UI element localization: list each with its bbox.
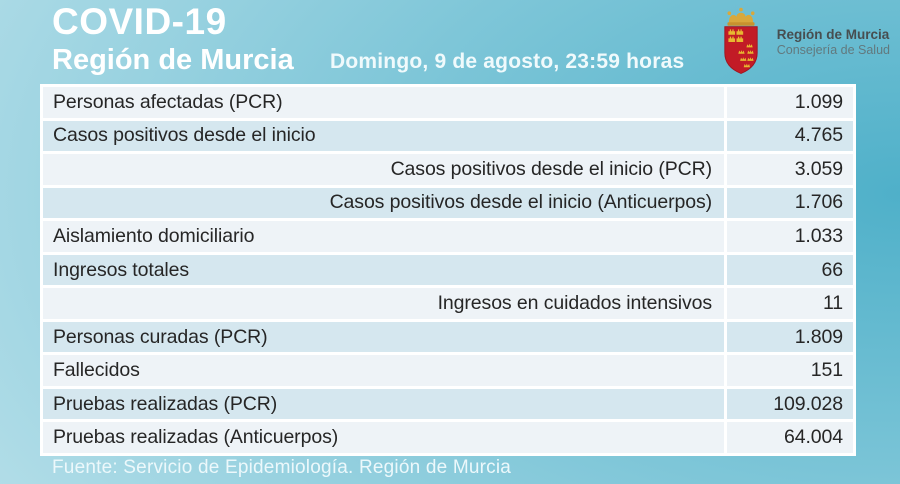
- row-label: Casos positivos desde el inicio (Anticue…: [43, 187, 724, 219]
- row-label: Aislamiento domiciliario: [43, 221, 724, 252]
- row-value: 66: [727, 254, 853, 286]
- row-label: Personas curadas (PCR): [43, 321, 724, 353]
- table-row: Casos positivos desde el inicio 4.765: [43, 120, 853, 152]
- page-title: COVID-19: [52, 1, 227, 42]
- table-row: Fallecidos 151: [43, 355, 853, 386]
- table-row: Casos positivos desde el inicio (Anticue…: [43, 187, 853, 219]
- logo-dept-name: Consejería de Salud: [776, 42, 890, 57]
- row-value: 1.033: [727, 221, 853, 252]
- row-label: Ingresos en cuidados intensivos: [43, 288, 724, 319]
- row-label: Pruebas realizadas (Anticuerpos): [43, 422, 724, 454]
- row-value: 1.809: [727, 321, 853, 353]
- row-label: Pruebas realizadas (PCR): [43, 388, 724, 420]
- source-note: Fuente: Servicio de Epidemiología. Regió…: [52, 457, 512, 478]
- page-subtitle: Región de Murcia: [52, 44, 294, 76]
- row-value: 1.706: [727, 187, 853, 219]
- report-date: Domingo, 9 de agosto, 23:59 horas: [330, 50, 685, 73]
- table-row: Ingresos totales 66: [43, 254, 853, 286]
- row-value: 151: [727, 355, 853, 386]
- row-value: 11: [727, 288, 853, 319]
- row-value: 1.099: [727, 87, 853, 118]
- title-block: COVID-19 Región de Murcia: [52, 0, 294, 77]
- row-label: Ingresos totales: [43, 254, 724, 286]
- table-row: Pruebas realizadas (Anticuerpos) 64.004: [43, 422, 853, 454]
- logo-org-name: Región de Murcia: [776, 26, 890, 42]
- row-label: Casos positivos desde el inicio (PCR): [43, 154, 724, 185]
- row-value: 3.059: [727, 154, 853, 185]
- row-label: Personas afectadas (PCR): [43, 87, 724, 118]
- murcia-logo: Región de Murcia Consejería de Salud: [714, 6, 890, 78]
- table-row: Personas curadas (PCR) 1.809: [43, 321, 853, 353]
- row-label: Casos positivos desde el inicio: [43, 120, 724, 152]
- logo-text: Región de Murcia Consejería de Salud: [777, 27, 890, 58]
- table-row: Aislamiento domiciliario 1.033: [43, 221, 853, 252]
- row-value: 64.004: [727, 422, 853, 454]
- table-row: Personas afectadas (PCR) 1.099: [43, 87, 853, 118]
- row-label: Fallecidos: [43, 355, 724, 386]
- row-value: 109.028: [727, 388, 853, 420]
- stats-table: Personas afectadas (PCR) 1.099 Casos pos…: [40, 84, 856, 456]
- table-row: Ingresos en cuidados intensivos 11: [43, 288, 853, 319]
- murcia-coat-of-arms-icon: [724, 7, 758, 74]
- row-value: 4.765: [727, 120, 853, 152]
- table-row: Casos positivos desde el inicio (PCR) 3.…: [43, 154, 853, 185]
- table-row: Pruebas realizadas (PCR) 109.028: [43, 388, 853, 420]
